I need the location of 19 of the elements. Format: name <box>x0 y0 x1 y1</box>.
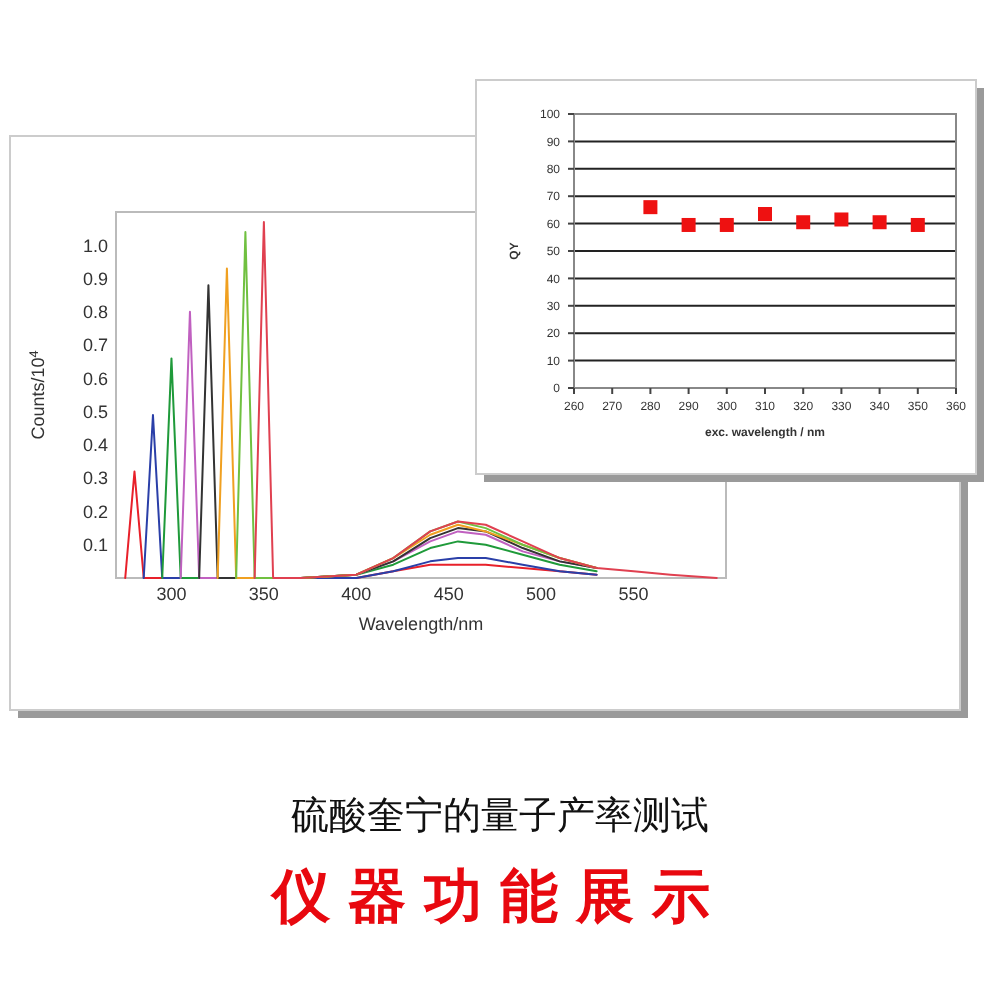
y-tick-label: 0.8 <box>82 302 108 323</box>
x-axis-title: Wavelength/nm <box>358 614 484 634</box>
y-tick-label: 0.1 <box>82 535 108 556</box>
y-tick-label: 0.4 <box>82 435 108 456</box>
y-tick-label: 0.5 <box>82 401 108 422</box>
y-tick-label: 0.6 <box>82 368 108 389</box>
y-tick-label: 0.3 <box>82 468 108 489</box>
y-tick-label: 0.9 <box>82 268 108 289</box>
text: 硫酸奎宁的量子产率测试 <box>291 794 709 838</box>
y-tick-label: 0.7 <box>82 335 108 356</box>
y-tick-label: 1.0 <box>82 235 108 256</box>
y-tick-label: 0.2 <box>82 501 108 522</box>
text: 仪器功能展示 <box>270 866 728 930</box>
x-tick-label: 500 <box>526 584 557 604</box>
x-tick-label: 350 <box>248 584 279 604</box>
x-tick-label: 450 <box>433 584 464 604</box>
x-tick-label: 550 <box>618 584 649 604</box>
x-tick-label: 300 <box>156 584 187 604</box>
x-tick-label: 400 <box>341 584 372 604</box>
